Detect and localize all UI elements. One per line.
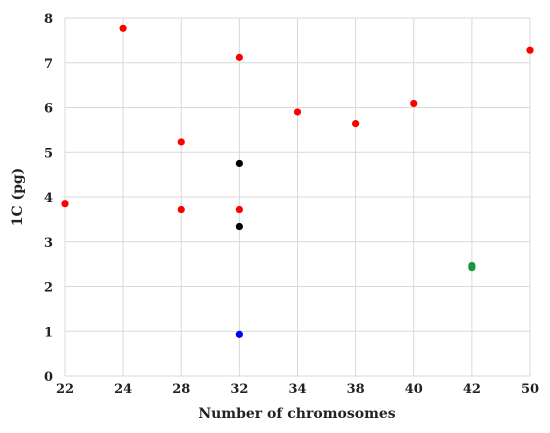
- y-tick-label: 1: [44, 325, 53, 340]
- x-tick-labels: 22 24 28 32 34 38 40 42 50: [56, 382, 539, 397]
- y-tick-label: 0: [44, 370, 53, 385]
- x-tick-label: 32: [230, 382, 248, 397]
- data-point: [410, 99, 418, 108]
- y-tick-label: 7: [44, 57, 53, 72]
- x-tick-label: 50: [521, 382, 539, 397]
- y-tick-label: 2: [44, 281, 53, 296]
- y-tick-label: 5: [44, 146, 53, 161]
- y-tick-label: 3: [44, 236, 53, 251]
- data-point: [61, 200, 69, 208]
- data-point: [177, 205, 185, 214]
- x-tick-label: 42: [463, 382, 481, 397]
- x-tick-label: 38: [347, 382, 365, 397]
- data-point: [468, 264, 476, 272]
- x-tick-label: 28: [172, 382, 190, 397]
- y-axis-label: 1C (pg): [10, 168, 26, 227]
- data-point: [235, 222, 243, 231]
- x-tick-label: 22: [56, 382, 74, 397]
- x-tick-label: 40: [405, 382, 423, 397]
- data-point: [235, 53, 243, 61]
- data-point: [119, 24, 127, 32]
- y-tick-label: 8: [44, 12, 53, 27]
- data-point: [352, 120, 360, 128]
- y-tick-label: 6: [44, 102, 53, 117]
- x-tick-label: 34: [288, 382, 306, 397]
- y-tick-label: 4: [44, 191, 53, 206]
- data-point: [293, 108, 302, 116]
- gridlines: [64, 17, 531, 377]
- x-tick-label: 24: [114, 382, 132, 397]
- x-axis-label: Number of chromosomes: [198, 406, 395, 422]
- data-points: [61, 24, 534, 338]
- data-point: [235, 330, 243, 338]
- data-point: [526, 46, 534, 54]
- data-point: [177, 138, 185, 146]
- data-point: [235, 205, 243, 214]
- y-tick-labels: 0 1 2 3 4 5 6 7 8: [44, 12, 53, 385]
- data-point: [235, 159, 243, 168]
